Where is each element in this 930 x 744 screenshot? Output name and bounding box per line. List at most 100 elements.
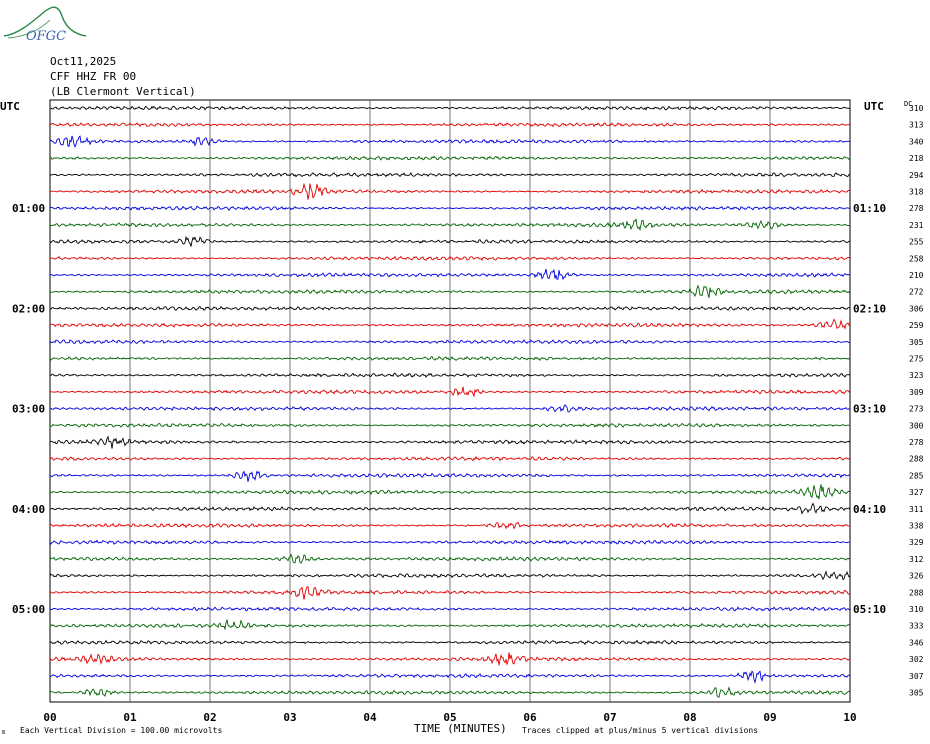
- dc-offset-label: 285: [909, 471, 924, 480]
- trace-line: [49, 155, 851, 161]
- trace-line: [49, 318, 851, 330]
- x-tick-label: 09: [763, 711, 776, 724]
- trace-line: [49, 606, 851, 612]
- left-hour-label: 02:00: [12, 302, 45, 315]
- right-hour-label: 05:10: [853, 603, 886, 616]
- x-axis-ticks: 00 01 02 03 04 05 06 07 08 09 10: [43, 711, 856, 724]
- trace-line: [49, 205, 851, 211]
- x-tick-label: 01: [123, 711, 137, 724]
- header-location: (LB Clermont Vertical): [50, 85, 196, 98]
- trace-line: [49, 686, 851, 698]
- dc-label: DC: [904, 100, 912, 108]
- dc-offset-label: 312: [909, 555, 924, 564]
- dc-offset-label: 278: [909, 438, 924, 447]
- trace-line: [49, 639, 851, 646]
- dc-offset-label: 288: [909, 588, 924, 597]
- dc-offset-label: 307: [909, 672, 924, 681]
- dc-offset-label: 278: [909, 204, 924, 213]
- trace-line: [49, 255, 851, 262]
- trace-line: [49, 105, 851, 111]
- left-hour-labels: 01:00 02:00 03:00 04:00 05:00: [12, 202, 45, 616]
- dc-offset-label: 305: [909, 689, 924, 698]
- x-tick-label: 04: [363, 711, 377, 724]
- dc-offset-label: 323: [909, 371, 924, 380]
- trace-line: [49, 618, 851, 631]
- trace-line: [49, 305, 851, 312]
- dc-offset-label: 309: [909, 388, 924, 397]
- trace-line: [49, 404, 851, 413]
- dc-offset-label: 275: [909, 355, 924, 364]
- x-tick-label: 06: [523, 711, 537, 724]
- x-tick-label: 05: [443, 711, 456, 724]
- trace-line: [49, 122, 851, 128]
- trace-line: [49, 484, 851, 500]
- trace-line: [49, 422, 851, 428]
- x-tick-label: 02: [203, 711, 216, 724]
- logo-swoosh: [3, 6, 87, 37]
- logo-swoosh-shadow: [7, 19, 51, 39]
- footer-corner-mark: ₪: [2, 730, 5, 736]
- x-tick-label: 07: [603, 711, 616, 724]
- logo-text: OFGC: [26, 29, 66, 44]
- trace-line: [49, 539, 851, 545]
- right-hour-label: 04:10: [853, 503, 886, 516]
- header-station: CFF HHZ FR 00: [50, 70, 136, 83]
- trace-line: [49, 284, 851, 299]
- dc-offset-label: 255: [909, 238, 924, 247]
- dc-offset-label: 259: [909, 321, 924, 330]
- dc-offset-label: 326: [909, 572, 924, 581]
- trace-line: [49, 217, 851, 232]
- left-hour-label: 05:00: [12, 603, 45, 616]
- left-hour-label: 01:00: [12, 202, 45, 215]
- dc-offset-label: 272: [909, 288, 924, 297]
- dc-offset-label: 294: [909, 171, 924, 180]
- dc-offset-label: 258: [909, 254, 924, 263]
- footer-division-note: Each Vertical Division = 100.00 microvol…: [20, 726, 222, 735]
- right-hour-labels: 01:10 02:10 03:10 04:10 05:10: [853, 202, 886, 616]
- trace-line: [49, 135, 851, 148]
- dc-offset-label: 300: [909, 421, 924, 430]
- dc-offset-label: 313: [909, 121, 924, 130]
- dc-offset-label: 346: [909, 638, 924, 647]
- dc-offset-label: 310: [909, 605, 924, 614]
- x-tick-label: 03: [283, 711, 296, 724]
- trace-line: [49, 470, 851, 482]
- header-date: Oct11,2025: [50, 55, 116, 68]
- dc-offset-label: 288: [909, 455, 924, 464]
- footer-clip-note: Traces clipped at plus/minus 5 vertical …: [522, 726, 758, 735]
- trace-line: [49, 570, 851, 581]
- dc-offset-label: 318: [909, 188, 924, 197]
- right-hour-label: 03:10: [853, 403, 886, 416]
- dc-offset-label: 306: [909, 304, 924, 313]
- trace-line: [49, 586, 851, 600]
- right-hour-label: 02:10: [853, 302, 886, 315]
- dc-offset-label: 311: [909, 505, 924, 514]
- left-hour-label: 03:00: [12, 403, 45, 416]
- dc-offset-label: 340: [909, 137, 924, 146]
- x-tick-label: 00: [43, 711, 56, 724]
- trace-line: [49, 235, 851, 247]
- x-tick-label: 10: [843, 711, 856, 724]
- seismic-traces: [49, 105, 851, 698]
- dc-offset-label: 210: [909, 271, 924, 280]
- dc-offset-label: 218: [909, 154, 924, 163]
- right-utc-label: UTC: [864, 100, 884, 113]
- trace-line: [49, 521, 851, 530]
- dc-offset-label: 231: [909, 221, 924, 230]
- trace-line: [49, 339, 851, 345]
- trace-line: [49, 356, 851, 362]
- trace-line: [49, 502, 851, 515]
- dc-offset-label: 302: [909, 655, 924, 664]
- trace-line: [49, 652, 851, 666]
- trace-line: [49, 435, 851, 449]
- x-tick-label: 08: [683, 711, 696, 724]
- left-hour-label: 04:00: [12, 503, 45, 516]
- trace-line: [49, 372, 851, 378]
- dc-offset-label: 329: [909, 538, 924, 547]
- left-utc-label: UTC: [0, 100, 20, 113]
- dc-offset-label: 327: [909, 488, 924, 497]
- dc-offset-label: 310: [909, 104, 924, 113]
- trace-line: [50, 172, 850, 178]
- minute-grid: [129, 100, 771, 702]
